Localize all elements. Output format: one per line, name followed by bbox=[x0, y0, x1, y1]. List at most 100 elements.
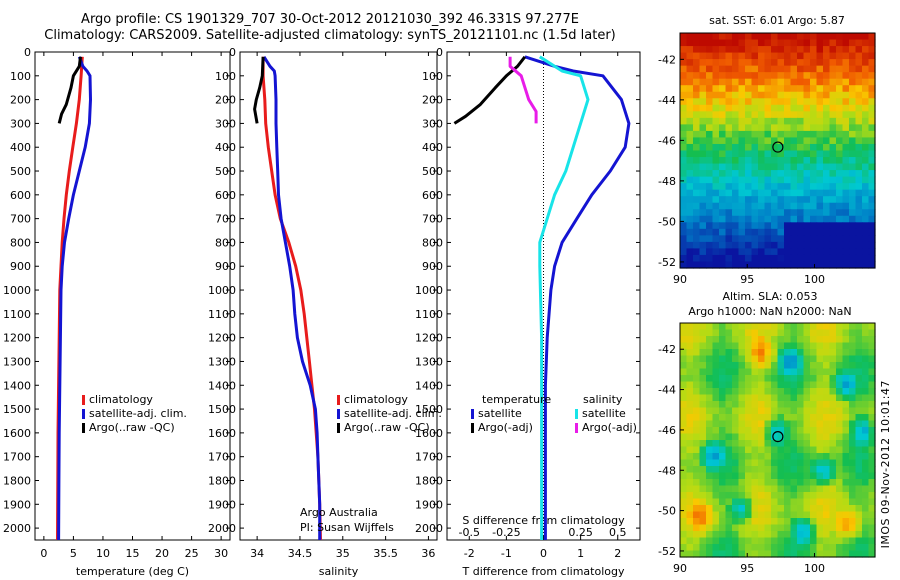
map-2-cell bbox=[823, 518, 831, 526]
map-2-cell bbox=[680, 401, 688, 409]
map-1-cell bbox=[712, 241, 720, 250]
map-1-cell bbox=[849, 202, 857, 210]
map-2-cell bbox=[719, 544, 727, 552]
map-1-cell bbox=[719, 91, 727, 99]
map-2-cell bbox=[699, 485, 707, 493]
map-2-cell bbox=[725, 440, 733, 448]
map-2-cell bbox=[868, 485, 876, 493]
map-1-cell bbox=[699, 170, 707, 178]
map-2-cell bbox=[777, 433, 785, 441]
map-1-cell bbox=[751, 111, 759, 119]
map-1-cell bbox=[699, 254, 707, 263]
map-2-cell bbox=[764, 381, 772, 389]
map-1-cell bbox=[816, 157, 824, 165]
map-1-cell bbox=[706, 33, 714, 41]
map-1-cell bbox=[732, 65, 740, 73]
map-2-cell bbox=[719, 401, 727, 409]
panel-3-series-blue bbox=[524, 55, 631, 540]
map-1-cell bbox=[693, 189, 701, 197]
map-2-cell bbox=[868, 472, 876, 480]
map-1-cell bbox=[764, 104, 772, 112]
map-2-cell bbox=[829, 466, 837, 474]
map-1-cell bbox=[829, 59, 837, 67]
map-1-cell bbox=[842, 137, 850, 145]
map-1-cell bbox=[784, 33, 792, 41]
map-2-cell bbox=[751, 479, 759, 487]
map-2-cell bbox=[764, 466, 772, 474]
panel-1-ytick-label: 1600 bbox=[3, 427, 31, 440]
map-1-cell bbox=[745, 124, 753, 132]
map-2-cell bbox=[823, 531, 831, 539]
map-2-cell bbox=[836, 401, 844, 409]
map-2-cell bbox=[712, 531, 720, 539]
map-2-cell bbox=[725, 466, 733, 474]
map-1-cell bbox=[803, 143, 811, 152]
map-1-cell bbox=[816, 261, 824, 269]
map-2-cell bbox=[810, 336, 818, 344]
map-2-cell bbox=[842, 401, 850, 409]
map-2-cell bbox=[855, 537, 863, 545]
map-1-cell bbox=[751, 98, 759, 106]
map-1-cell bbox=[777, 65, 785, 73]
map-2-cell bbox=[680, 472, 688, 480]
map-2-cell bbox=[699, 329, 707, 337]
map-2-cell bbox=[699, 427, 707, 435]
map-2-cell bbox=[732, 511, 740, 519]
map-1-cell bbox=[771, 111, 779, 119]
map-2-cell bbox=[751, 368, 759, 376]
map-2-cell bbox=[719, 518, 727, 526]
map-2-cell bbox=[712, 381, 720, 389]
map-1-cell bbox=[823, 137, 831, 145]
map-1-cell bbox=[862, 183, 870, 191]
map-1-cell bbox=[777, 261, 785, 269]
map-1-cell bbox=[868, 189, 876, 197]
map-2-cell bbox=[719, 531, 727, 539]
map-1-cell bbox=[842, 163, 850, 171]
map-1-cell bbox=[810, 170, 818, 178]
map-1-cell bbox=[680, 176, 688, 184]
map-1-cell bbox=[816, 215, 824, 223]
map-1-cell bbox=[849, 59, 857, 67]
map-2-cell bbox=[842, 479, 850, 487]
map-1-cell bbox=[862, 52, 870, 60]
map-1-cell bbox=[712, 78, 720, 86]
map-2-cell bbox=[706, 355, 714, 363]
map-2-cell bbox=[797, 472, 805, 480]
map-1-cell bbox=[725, 78, 733, 86]
map-2-cell bbox=[797, 446, 805, 454]
map-1-cell bbox=[797, 228, 805, 236]
map-1-cell bbox=[719, 150, 727, 158]
map-1-cell bbox=[732, 183, 740, 191]
map-2-cell bbox=[862, 498, 870, 506]
map-2-cell bbox=[680, 349, 688, 357]
map-2-cell bbox=[849, 550, 857, 558]
map-2-cell bbox=[712, 368, 720, 376]
map-1-cell bbox=[680, 46, 688, 54]
map-2-cell bbox=[816, 511, 824, 519]
map-1-cell bbox=[823, 150, 831, 158]
map-1-cell bbox=[764, 85, 772, 93]
map-1-cell bbox=[816, 163, 824, 171]
map-1-cell bbox=[829, 111, 837, 119]
map-1-cell bbox=[823, 52, 831, 60]
map-1-title: sat. SST: 6.01 Argo: 5.87 bbox=[709, 14, 845, 27]
map-2-cell bbox=[803, 375, 811, 383]
map-2-cell bbox=[829, 550, 837, 558]
map-2-cell bbox=[719, 550, 727, 558]
map-1-cell bbox=[797, 202, 805, 210]
map-2-cell bbox=[849, 518, 857, 526]
map-2-cell bbox=[706, 349, 714, 357]
map-1-cell bbox=[823, 104, 831, 112]
map-2-cell bbox=[797, 524, 805, 532]
map-2-cell bbox=[706, 531, 714, 539]
map-1-cell bbox=[745, 196, 753, 204]
map-2-cell bbox=[810, 349, 818, 357]
map-2-cell bbox=[816, 492, 824, 500]
map-2-cell bbox=[693, 544, 701, 552]
map-2-cell bbox=[823, 407, 831, 415]
map-2-cell bbox=[849, 323, 857, 331]
map-1-cell bbox=[829, 52, 837, 60]
map-1-cell bbox=[803, 78, 811, 86]
map-1-cell bbox=[771, 143, 779, 152]
map-2-cell bbox=[855, 362, 863, 370]
